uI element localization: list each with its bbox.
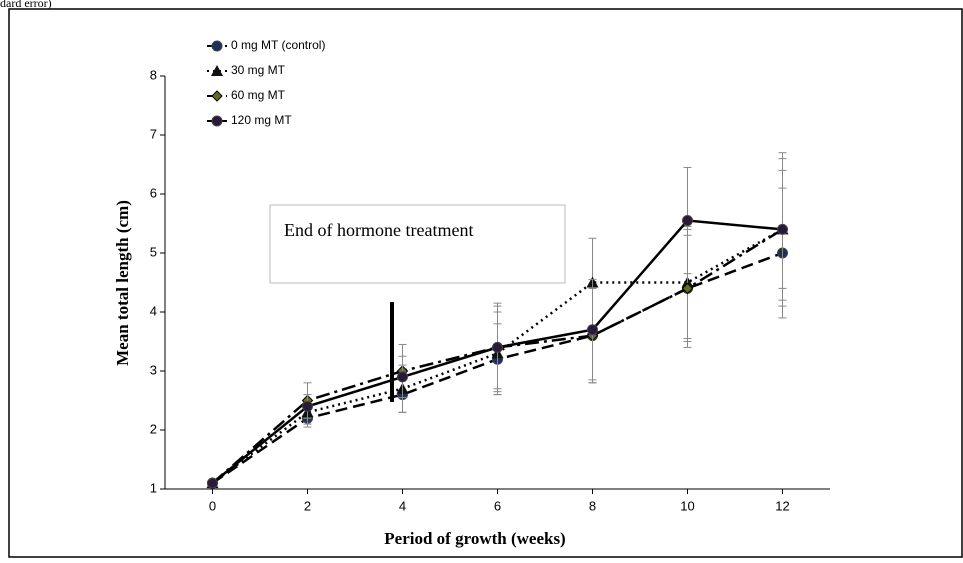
frame bbox=[8, 8, 963, 558]
data-point bbox=[207, 477, 218, 489]
legend-label: 0 mg MT (control) bbox=[231, 38, 325, 52]
x-axis-label: Period of growth (weeks) bbox=[384, 529, 565, 548]
y-tick-label: 8 bbox=[150, 67, 157, 82]
annotation-box bbox=[269, 204, 566, 284]
data-point bbox=[492, 341, 503, 353]
x-tick-label: 2 bbox=[304, 498, 311, 513]
data-point bbox=[682, 215, 693, 227]
x-tick-label: 8 bbox=[589, 498, 596, 513]
y-tick-label: 2 bbox=[150, 421, 157, 436]
legend-marker bbox=[211, 115, 223, 127]
caption: dard error) bbox=[0, 0, 52, 10]
data-point bbox=[587, 324, 598, 336]
data-point bbox=[681, 282, 694, 295]
legend-marker bbox=[211, 65, 223, 76]
y-axis-label: Mean total length (cm) bbox=[113, 200, 132, 366]
data-point bbox=[397, 371, 408, 383]
legend-label: 30 mg MT bbox=[231, 63, 286, 77]
annotation: End of hormone treatment bbox=[284, 220, 473, 240]
y-tick-label: 1 bbox=[150, 480, 157, 495]
x-tick-label: 0 bbox=[209, 498, 216, 513]
y-tick-label: 5 bbox=[150, 244, 157, 259]
legend-label: 60 mg MT bbox=[231, 88, 286, 102]
y-tick-label: 6 bbox=[150, 185, 157, 200]
legend-marker bbox=[211, 40, 223, 52]
x-tick-label: 12 bbox=[775, 498, 789, 513]
x-tick-label: 4 bbox=[399, 498, 406, 513]
data-point bbox=[777, 223, 788, 235]
y-tick-label: 4 bbox=[150, 303, 157, 318]
legend-marker bbox=[211, 90, 223, 102]
x-tick-label: 10 bbox=[680, 498, 694, 513]
x-tick-label: 6 bbox=[494, 498, 501, 513]
y-tick-label: 3 bbox=[150, 362, 157, 377]
data-point bbox=[302, 400, 313, 412]
legend-label: 120 mg MT bbox=[231, 113, 292, 127]
y-tick-label: 7 bbox=[150, 126, 157, 141]
